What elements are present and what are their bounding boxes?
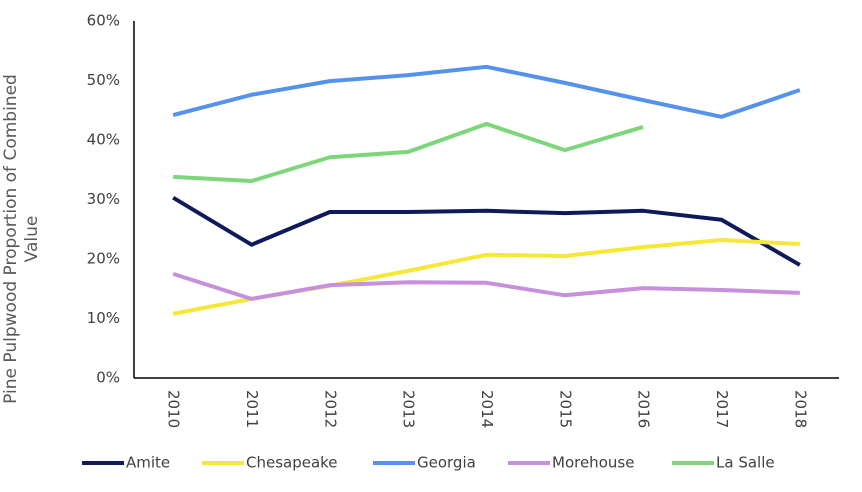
x-tick-label: 2015: [556, 390, 574, 428]
x-tick-label: 2016: [635, 390, 653, 428]
x-tick-label: 2012: [321, 390, 339, 428]
y-axis-label: Pine Pulpwood Proportion of Combined Val…: [1, 74, 42, 404]
y-tick-label: 30%: [87, 190, 120, 208]
x-tick-label: 2010: [165, 390, 183, 428]
series-line: [173, 121, 644, 184]
legend-label: Chesapeake: [246, 454, 338, 472]
legend-label: Georgia: [417, 454, 476, 472]
x-tick-label: 2018: [791, 390, 809, 428]
y-tick-label: 20%: [87, 250, 120, 268]
series-line: [172, 271, 800, 301]
x-tick-label: 2014: [478, 390, 496, 428]
y-tick-label: 60%: [87, 12, 120, 30]
series-line: [172, 237, 800, 316]
legend-label: La Salle: [716, 454, 775, 472]
legend-label: Morehouse: [552, 454, 634, 472]
y-tick-label: 40%: [87, 131, 120, 149]
x-tick-label: 2011: [243, 390, 261, 428]
series-line: [172, 196, 801, 267]
legend-label: Amite: [126, 454, 170, 472]
series-line: [172, 64, 801, 119]
y-tick-label: 50%: [87, 71, 120, 89]
x-tick-label: 2013: [400, 390, 418, 428]
x-tick-label: 2017: [713, 390, 731, 428]
y-tick-label: 10%: [87, 309, 120, 327]
y-tick-label: 0%: [96, 369, 120, 387]
